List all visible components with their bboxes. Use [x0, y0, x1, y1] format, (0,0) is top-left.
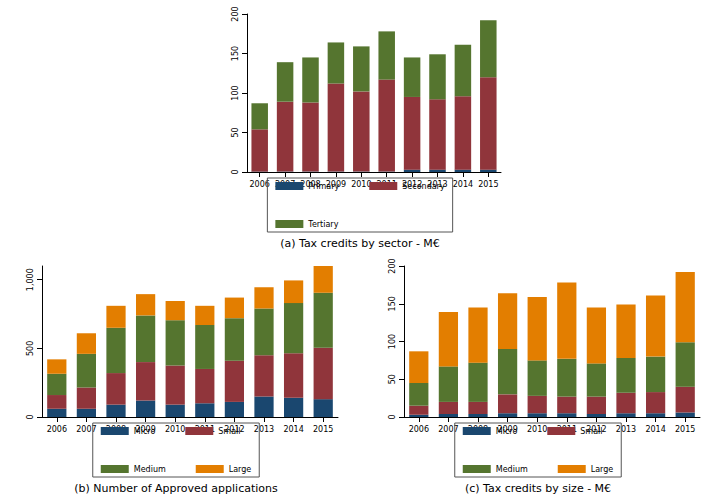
svg-text:2014: 2014	[283, 425, 303, 434]
svg-text:0: 0	[26, 414, 35, 419]
svg-text:500: 500	[26, 341, 35, 356]
svg-text:(b) Number of Approved applica: (b) Number of Approved applications	[74, 482, 278, 495]
svg-text:50: 50	[388, 374, 397, 384]
svg-text:2006: 2006	[409, 425, 429, 434]
svg-text:50: 50	[231, 127, 240, 137]
svg-text:Secondary: Secondary	[402, 182, 445, 191]
svg-text:(c) Tax credits by size - M€: (c) Tax credits by size - M€	[465, 482, 611, 495]
svg-text:Primary: Primary	[308, 182, 339, 191]
svg-text:100: 100	[231, 85, 240, 100]
svg-text:Large: Large	[591, 465, 614, 474]
svg-text:150: 150	[231, 46, 240, 61]
svg-text:2013: 2013	[253, 424, 275, 434]
svg-text:200: 200	[388, 258, 397, 273]
svg-text:Medium: Medium	[134, 465, 166, 474]
svg-text:(a) Tax credits by sector - M€: (a) Tax credits by sector - M€	[280, 237, 440, 250]
svg-text:2015: 2015	[478, 180, 498, 189]
svg-text:Tertiary: Tertiary	[307, 220, 338, 229]
svg-text:2015: 2015	[675, 425, 695, 434]
svg-text:100: 100	[388, 334, 397, 349]
svg-text:Small: Small	[218, 427, 240, 436]
svg-text:2007: 2007	[438, 424, 459, 434]
svg-text:200: 200	[231, 6, 240, 21]
svg-text:Micro: Micro	[134, 427, 156, 436]
svg-text:Large: Large	[229, 465, 252, 474]
svg-text:0: 0	[388, 414, 397, 419]
svg-text:Medium: Medium	[496, 465, 528, 474]
svg-text:Small: Small	[580, 427, 602, 436]
svg-text:2006: 2006	[250, 180, 270, 189]
svg-text:2015: 2015	[313, 425, 333, 434]
svg-text:1,000: 1,000	[26, 268, 35, 291]
svg-text:2007: 2007	[76, 424, 97, 434]
svg-text:2014: 2014	[645, 425, 665, 434]
svg-text:Micro: Micro	[496, 427, 518, 436]
svg-text:150: 150	[388, 296, 397, 311]
svg-text:2006: 2006	[47, 425, 67, 434]
svg-text:0: 0	[231, 169, 240, 174]
svg-text:2013: 2013	[615, 424, 637, 434]
svg-text:2014: 2014	[453, 180, 473, 189]
